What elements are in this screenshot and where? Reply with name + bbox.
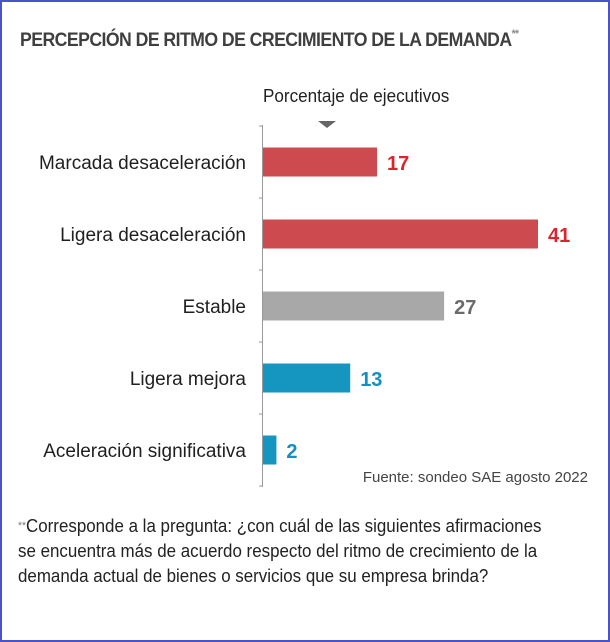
- footnote-text: Corresponde a la pregunta: ¿con cuál de …: [18, 516, 542, 586]
- bar: [263, 363, 351, 393]
- category-label: Ligera desaceleración: [60, 225, 246, 246]
- title-marker: **: [511, 28, 519, 40]
- chart-subtitle: Porcentaje de ejecutivos: [263, 86, 450, 106]
- value-label: 17: [387, 153, 409, 175]
- value-label: 2: [286, 441, 297, 463]
- category-label: Estable: [183, 297, 246, 318]
- footnote-marker: **: [18, 520, 27, 532]
- source-note: Fuente: sondeo SAE agosto 2022: [362, 469, 588, 486]
- pointer-triangle-icon: [318, 121, 336, 128]
- chart-title-text: PERCEPCIÓN DE RITMO DE CRECIMIENTO DE LA…: [20, 30, 512, 51]
- category-label: Marcada desaceleración: [39, 153, 246, 174]
- bar: [263, 147, 378, 177]
- chart-title: PERCEPCIÓN DE RITMO DE CRECIMIENTO DE LA…: [20, 28, 519, 52]
- category-label: Aceleración significativa: [43, 441, 246, 462]
- value-label: 41: [548, 225, 570, 247]
- value-label: 13: [360, 369, 382, 391]
- bar: [263, 291, 445, 321]
- footnote: **Corresponde a la pregunta: ¿con cuál d…: [18, 514, 554, 589]
- bar: [263, 435, 277, 465]
- bar: [263, 219, 538, 249]
- value-label: 27: [454, 297, 476, 319]
- category-label: Ligera mejora: [130, 369, 247, 390]
